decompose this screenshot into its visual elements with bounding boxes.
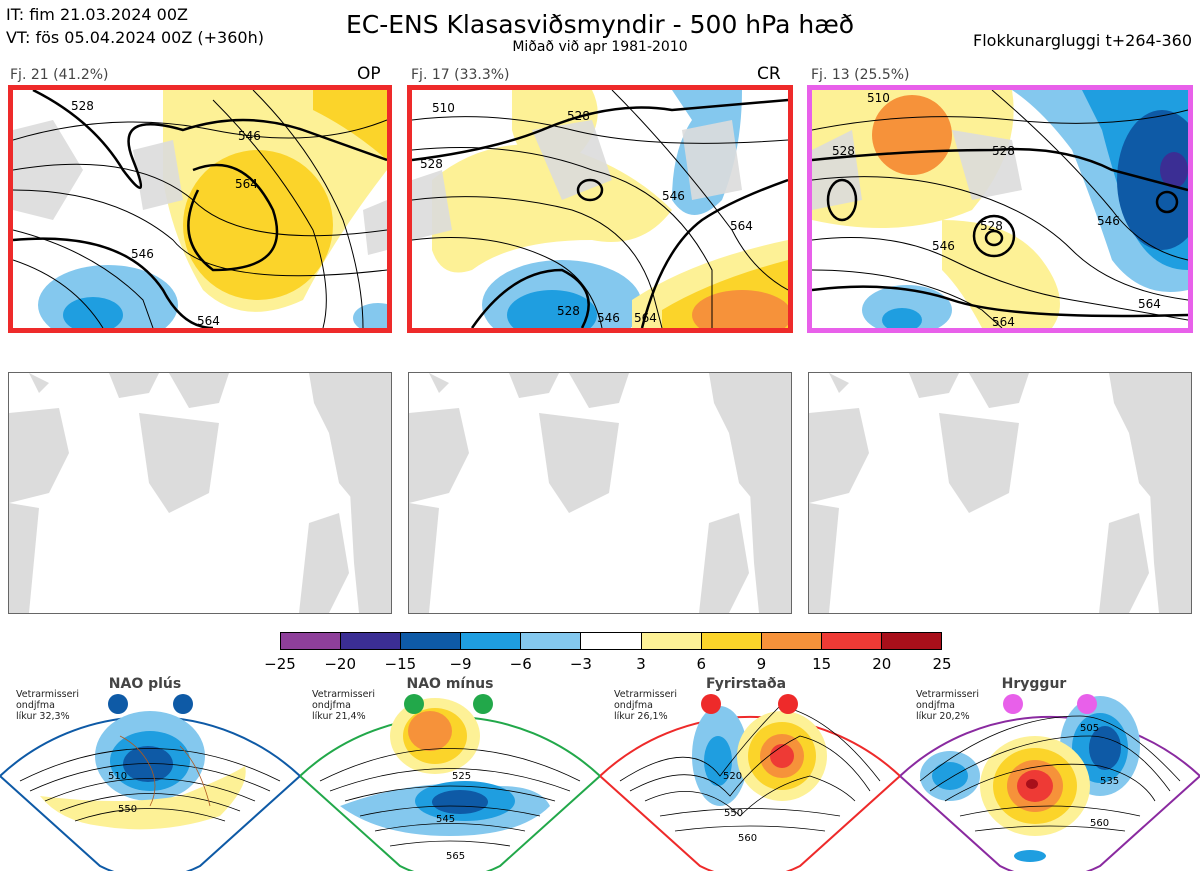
colorbar-tick-label: 20	[872, 655, 892, 673]
cluster-2-label: Fj. 17 (33.3%)	[411, 67, 510, 83]
regime-1-contour-label: 510	[108, 771, 127, 782]
regime-4-map: 505 535 560	[900, 676, 1200, 871]
colorbar-tick-label: 6	[696, 655, 707, 673]
regime-3-note: Vetrarmisseri ondjfma líkur 26,1%	[614, 689, 677, 722]
regime-1-dot	[173, 694, 193, 714]
cluster-3-contour-label: 546	[1097, 214, 1120, 228]
cluster-2-contour-label: 510	[432, 101, 455, 115]
regime-4-dot	[1003, 694, 1023, 714]
cluster-1-label: Fj. 21 (41.2%)	[10, 67, 109, 83]
colorbar-segment	[341, 633, 402, 649]
regime-3-contour-label: 550	[724, 808, 743, 819]
cluster-3-contour-label: 510	[867, 91, 890, 105]
colorbar-segment	[761, 633, 822, 649]
cluster-1-contour-label: 528	[71, 99, 94, 113]
regime-4-contour-label: 505	[1080, 723, 1099, 734]
regime-2-map: 525 545 565	[300, 676, 600, 871]
regime-3-contour-label: 520	[723, 771, 742, 782]
regime-1-dot	[108, 694, 128, 714]
colorbar-tick-label: 3	[636, 655, 646, 673]
empty-map-1	[8, 372, 392, 614]
colorbar-tick-label: 15	[812, 655, 832, 673]
colorbar-tick-label: 25	[932, 655, 952, 673]
cluster-2-contour-label: 528	[567, 109, 590, 123]
cluster-3-contour-label: 564	[992, 315, 1015, 328]
cluster-2-map: 510 528 528 546 564 528 546 564	[407, 85, 793, 333]
empty-map-3	[808, 372, 1192, 614]
colorbar-segment	[641, 633, 702, 649]
regime-2-dot	[404, 694, 424, 714]
cluster-2-contour-label: 564	[634, 311, 657, 325]
regime-2-contour-label: 565	[446, 851, 465, 862]
initial-time: IT: fim 21.03.2024 00Z	[6, 5, 188, 24]
empty-map-2	[408, 372, 792, 614]
regime-2-name: NAO mínus	[406, 676, 494, 692]
regime-3-dot	[778, 694, 798, 714]
clustering-window-label: Flokkunargluggi t+264-360	[973, 31, 1192, 50]
cluster-2-contour-label: 546	[662, 189, 685, 203]
cluster-3-contour-label: 528	[832, 144, 855, 158]
regime-3-dot	[701, 694, 721, 714]
cluster-2-tag: CR	[757, 64, 781, 84]
colorbar-tick-label: −6	[509, 655, 532, 673]
valid-time: VT: fös 05.04.2024 00Z (+360h)	[6, 28, 264, 47]
colorbar-tick-label: −15	[384, 655, 417, 673]
colorbar-segment	[401, 633, 462, 649]
page-subtitle: Miðað við apr 1981-2010	[512, 39, 688, 55]
regime-4-dot	[1077, 694, 1097, 714]
cluster-1-contour-label: 564	[197, 314, 220, 328]
cluster-1-map: 528 546 564 546 564	[8, 85, 392, 333]
cluster-2-contour-label: 546	[597, 311, 620, 325]
colorbar-segment	[521, 633, 582, 649]
cluster-1-contour-label: 546	[238, 129, 261, 143]
regime-3-map: 520 550 560	[600, 676, 900, 871]
regime-1-map: 510 550	[0, 676, 300, 871]
colorbar-tick-label: −9	[449, 655, 472, 673]
cluster-3-label: Fj. 13 (25.5%)	[811, 67, 910, 83]
regime-4-contour-label: 560	[1090, 818, 1109, 829]
regime-4-name: Hryggur	[1001, 676, 1067, 692]
cluster-3-contour-label: 528	[992, 144, 1015, 158]
cluster-3-contour-label: 528	[980, 219, 1003, 233]
regime-3-name: Fyrirstaða	[705, 676, 787, 692]
colorbar-tick-label: −25	[264, 655, 296, 673]
page-title: EC-ENS Klasasviðsmyndir - 500 hPa hæð	[345, 10, 855, 39]
cluster-3-map: 510 528 528 528 546 546 564 564	[807, 85, 1193, 333]
colorbar-tick-label: −20	[324, 655, 356, 673]
colorbar-segment	[821, 633, 882, 649]
regime-1-name: NAO plús	[108, 676, 182, 692]
cluster-1-tag: OP	[357, 64, 381, 84]
cluster-2-contour-label: 528	[420, 157, 443, 171]
cluster-1-contour-label: 546	[131, 247, 154, 261]
cluster-3-contour-label: 546	[932, 239, 955, 253]
colorbar-segment	[581, 633, 642, 649]
colorbar-tick-label: −3	[569, 655, 592, 673]
cluster-3-contour-label: 564	[1138, 297, 1161, 311]
colorbar-tick-label: 9	[756, 655, 767, 673]
colorbar-segment	[881, 633, 942, 649]
regime-1-contour-label: 550	[118, 804, 137, 815]
cluster-2-contour-label: 564	[730, 219, 753, 233]
colorbar-segment	[461, 633, 522, 649]
regime-4-contour-label: 535	[1100, 776, 1119, 787]
cluster-2-contour-label: 528	[557, 304, 580, 318]
regime-2-contour-label: 525	[452, 771, 471, 782]
regime-4-note: Vetrarmisseri ondjfma líkur 20,2%	[916, 689, 979, 722]
cluster-1-contour-label: 564	[235, 177, 258, 191]
regime-3-contour-label: 560	[738, 833, 757, 844]
colorbar-segment	[701, 633, 762, 649]
colorbar-segment	[281, 633, 342, 649]
regime-2-dot	[473, 694, 493, 714]
regime-1-note: Vetrarmisseri ondjfma líkur 32,3%	[16, 689, 79, 722]
regime-2-note: Vetrarmisseri ondjfma líkur 21,4%	[312, 689, 375, 722]
regime-2-contour-label: 545	[436, 814, 455, 825]
anomaly-colorbar	[280, 632, 942, 650]
